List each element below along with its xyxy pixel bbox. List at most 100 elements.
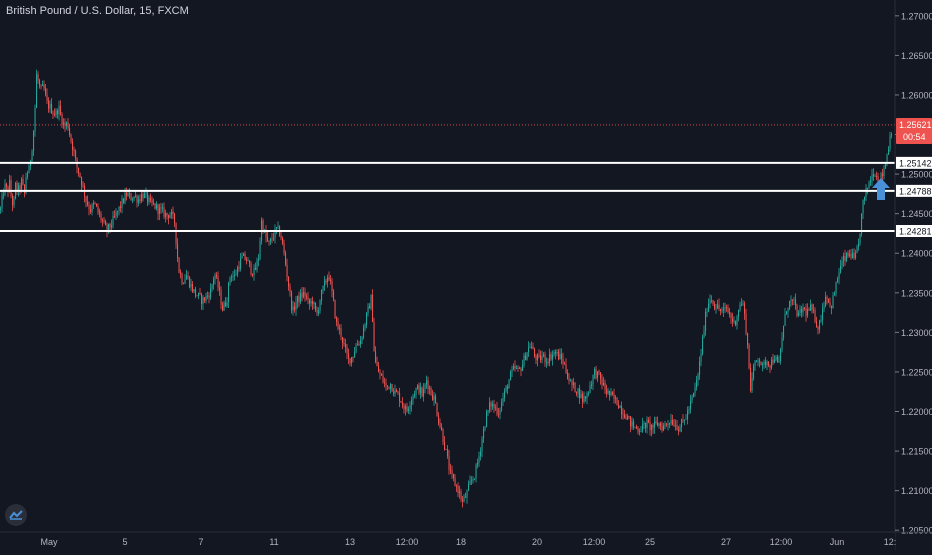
candle-body [643,422,645,425]
candle-body [340,328,342,338]
x-tick-label: 12: [884,537,897,547]
candle-body [399,392,401,402]
candle-body [99,212,101,214]
candle-body [67,122,69,129]
candle-body [796,305,798,316]
candle-body [666,423,668,425]
candle-body [577,388,579,394]
candle-body [553,351,555,355]
candle-body [156,204,158,209]
candle-body [196,295,198,297]
candle-body [109,223,111,228]
candle-body [814,310,816,322]
candle-body [375,351,377,363]
candle-body [574,382,576,393]
candle-body [127,193,129,196]
candle-body [235,274,237,276]
candle-body [372,294,374,323]
candle-body [618,405,620,409]
candle-body [640,431,642,433]
candle-body [784,314,786,326]
candle-body [603,382,605,386]
candle-body [342,337,344,343]
y-tick-label: 1.22500 [901,367,932,377]
candle-body [673,425,675,426]
candle-body [13,198,15,206]
candle-body [636,426,638,429]
candle-body [610,392,612,396]
candle-body [655,421,657,423]
candle-body [426,380,428,385]
candle-body [883,168,885,177]
candle-body [331,281,333,292]
candle-body [405,406,407,410]
candle-body [474,478,476,480]
tradingview-logo-icon[interactable] [5,504,27,526]
candle-body [45,88,47,95]
candle-body [478,456,480,463]
candle-body [471,480,473,482]
candle-body [648,419,650,423]
candle-body [394,389,396,394]
candle-body [681,419,683,428]
candle-body [406,406,408,411]
candle-body [237,267,239,275]
candle-body [849,254,851,256]
candle-body [96,203,98,207]
candle-body [72,141,74,151]
y-tick-label: 1.21500 [901,447,932,457]
x-tick-label: 12:00 [583,537,606,547]
candle-body [280,235,282,238]
candle-body [757,360,759,362]
candle-body [241,255,243,259]
candle-body [817,326,819,330]
candle-body [700,354,702,362]
candle-body [546,362,548,363]
time-axis[interactable]: May 5 7 11 13 12:00 18 20 12:00 25 27 12:00 Jun 12: [0,531,932,550]
candle-body [457,486,459,494]
candle-body [270,238,272,242]
candle-body [348,353,350,359]
candle-body [415,388,417,395]
candle-body [234,275,236,276]
candle-body [607,390,609,394]
candle-body [414,394,416,396]
level-label: 1.24281 [899,227,932,237]
candle-body [766,361,768,366]
candle-body [598,371,600,373]
candle-body [522,365,524,371]
candle-body [493,403,495,408]
candle-body [40,85,42,87]
time-axis-bg [0,532,895,550]
candle-body [592,374,594,385]
candle-body [816,321,818,327]
candle-body [789,300,791,310]
level-label-bg [896,225,932,237]
candle-body [877,176,879,184]
candle-body [463,496,465,502]
candle-body [277,226,279,228]
candle-body [774,359,776,363]
candle-body [216,275,218,277]
candle-body [750,368,752,391]
candle-body [391,384,393,392]
candle-body [628,416,630,417]
candle-body [49,104,51,109]
candle-body [721,310,723,312]
candle-body [132,199,134,201]
candle-body [462,499,464,502]
candle-body [202,297,204,304]
candle-body [430,388,432,395]
price-axis[interactable]: 1.270001.265001.260001.255001.250001.245… [894,0,932,550]
candle-body [444,441,446,450]
candle-body [837,278,839,282]
candle-body [820,320,822,322]
current-price-label: 1.25621 [899,120,932,130]
candle-body [715,308,717,310]
candle-body [699,361,701,375]
candle-body [12,195,14,206]
candle-body [834,293,836,296]
candle-body [871,174,873,181]
